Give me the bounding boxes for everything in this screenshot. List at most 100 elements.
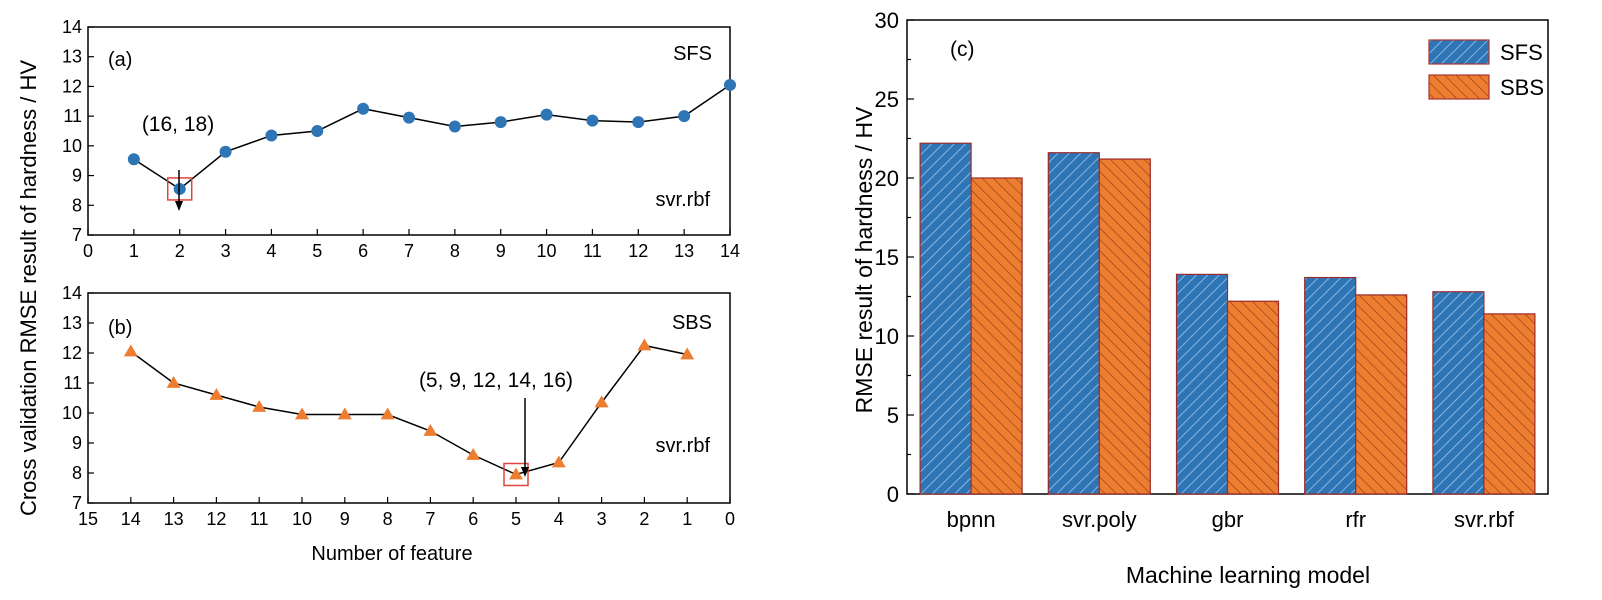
panel-b-series-label: SBS (672, 312, 712, 334)
bar-sbs-rfr (1355, 294, 1408, 495)
a-data-point (219, 145, 232, 158)
a-x-tick-label: 0 (83, 241, 93, 261)
b-y-tick-label: 7 (72, 493, 82, 513)
b-data-point (209, 388, 224, 400)
b-data-point (380, 407, 395, 420)
a-x-tick-label: 14 (720, 241, 740, 261)
b-data-point (166, 376, 181, 388)
b-x-tick-label: 3 (597, 509, 607, 529)
a-x-tick-label: 7 (404, 241, 414, 261)
b-y-tick-label: 12 (62, 343, 82, 363)
b-x-tick-label: 15 (78, 509, 98, 529)
c-x-tick-label: svr.poly (1062, 507, 1137, 532)
a-x-tick-label: 5 (312, 241, 322, 261)
a-data-point (632, 116, 645, 129)
b-x-tick-label: 10 (292, 509, 312, 529)
bar-sbs-bpnn (970, 177, 1023, 495)
c-x-tick-label: rfr (1345, 507, 1366, 532)
b-x-tick-label: 9 (340, 509, 350, 529)
b-data-point (637, 338, 652, 351)
b-plot-frame (87, 292, 731, 504)
a-x-tick-label: 13 (674, 241, 694, 261)
b-x-tick-label: 0 (725, 509, 735, 529)
a-y-tick-label: 14 (62, 17, 82, 37)
b-x-tick-label: 8 (383, 509, 393, 529)
c-y-tick-label: 0 (887, 482, 899, 507)
b-series-line (130, 344, 688, 476)
b-y-tick-label: 11 (63, 373, 82, 393)
panel-c-bar-chart: 0 5 10 15 20 25 30 bpnn svr.poly gbr rfr svr.rbf (c… (851, 8, 1549, 588)
b-data-point (594, 395, 609, 408)
panel-b-label: (b) (108, 317, 132, 339)
c-y-tick-label: 10 (875, 324, 899, 349)
b-y-tick-label: 9 (72, 433, 82, 453)
a-data-point (311, 125, 324, 137)
legend-swatch-sfs (1428, 39, 1490, 65)
bar-sfs-bpnn (919, 142, 972, 495)
a-y-tick-label: 12 (62, 76, 82, 96)
c-y-tick-label: 25 (875, 87, 899, 112)
a-data-point (494, 116, 507, 129)
b-y-tick-label: 8 (72, 463, 82, 483)
a-x-tick-label: 11 (583, 241, 602, 261)
a-x-tick-label: 10 (537, 241, 557, 261)
b-data-point (295, 407, 309, 420)
c-y-tick-label: 15 (875, 245, 899, 270)
bar-sbs-gbr (1226, 300, 1280, 495)
b-data-point (551, 455, 566, 468)
panel-a-label: (a) (108, 49, 132, 71)
a-y-tick-label: 11 (63, 106, 82, 126)
a-series-line (133, 84, 731, 190)
b-y-tick-label: 10 (62, 403, 82, 423)
a-y-tick-label: 10 (62, 136, 82, 156)
a-data-point (448, 120, 461, 133)
a-data-point (403, 111, 415, 124)
b-x-tick-label: 13 (164, 509, 184, 529)
a-x-tick-label: 8 (450, 241, 460, 261)
b-x-tick-label: 5 (511, 509, 521, 529)
a-data-point (724, 78, 736, 91)
b-y-tick-label: 14 (62, 283, 82, 303)
a-x-tick-label: 1 (129, 241, 139, 261)
legend-label-sfs: SFS (1500, 40, 1543, 65)
b-x-tick-label: 7 (425, 509, 435, 529)
c-y-tick-label: 20 (875, 166, 899, 191)
b-x-tick-label: 11 (250, 509, 269, 529)
c-y-tick-label: 5 (887, 403, 899, 428)
panel-c-label: (c) (950, 38, 975, 61)
left-y-axis-label: Cross validation RMSE result of hardness… (16, 60, 41, 516)
panel-c-legend: SFS SBS (1428, 39, 1544, 100)
a-data-point (265, 129, 278, 142)
bar-sfs-svr-poly (1047, 152, 1100, 495)
b-data-point (423, 424, 438, 436)
a-x-tick-label: 6 (358, 241, 368, 261)
panel-c-x-axis-label: Machine learning model (1126, 562, 1370, 588)
c-x-tick-label: svr.rbf (1454, 507, 1515, 532)
left-x-axis-label: Number of feature (311, 543, 472, 565)
a-y-tick-label: 7 (72, 225, 82, 245)
c-x-tick-label: bpnn (947, 507, 996, 532)
b-data-point (680, 347, 695, 360)
a-x-tick-label: 3 (221, 241, 231, 261)
panel-a-series-label: SFS (673, 43, 712, 65)
a-x-tick-label: 4 (266, 241, 276, 261)
a-y-tick-label: 9 (72, 166, 82, 186)
a-x-tick-label: 2 (175, 241, 185, 261)
c-y-tick-label: 30 (875, 8, 899, 33)
a-x-tick-label: 9 (496, 241, 506, 261)
panel-b-annotation: (5, 9, 12, 14, 16) (419, 369, 573, 392)
panel-a-model-label: svr.rbf (656, 189, 711, 211)
bar-sbs-svr-rbf (1483, 313, 1536, 495)
b-x-tick-label: 6 (468, 509, 478, 529)
bar-sfs-svr-rbf (1432, 291, 1485, 495)
b-y-tick-label: 13 (62, 313, 82, 333)
a-data-point (678, 110, 691, 123)
b-x-tick-label: 12 (206, 509, 226, 529)
a-data-point (357, 102, 370, 115)
panel-a-annotation: (16, 18) (142, 113, 214, 136)
bar-sbs-svr-poly (1098, 158, 1151, 495)
legend-label-sbs: SBS (1500, 75, 1544, 100)
